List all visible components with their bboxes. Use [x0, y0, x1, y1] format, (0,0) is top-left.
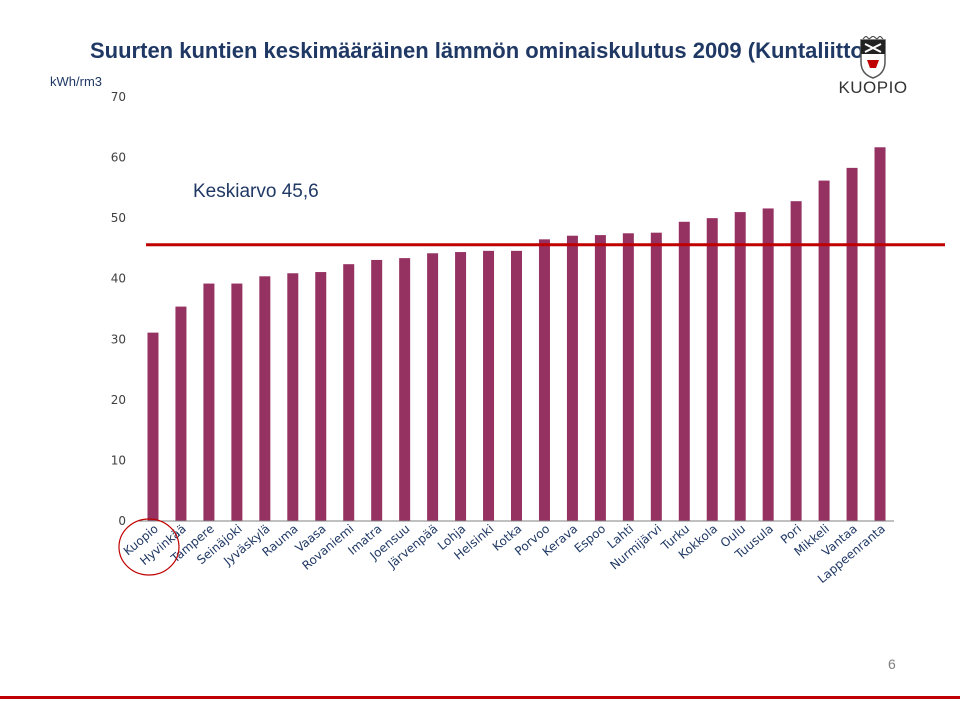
y-tick-label: 20 — [111, 393, 126, 407]
coat-of-arms-icon — [860, 35, 886, 79]
chart-title: Suurten kuntien keskimääräinen lämmön om… — [90, 38, 872, 63]
bar-Imatra — [371, 259, 383, 521]
bar-Kokkola — [706, 218, 718, 521]
bar-Tampere — [203, 283, 215, 521]
kuopio-logo: KUOPIO — [838, 35, 908, 102]
bar-Oulu — [734, 212, 746, 522]
y-tick-label: 60 — [111, 151, 126, 165]
x-tick-label: Espoo — [572, 522, 609, 556]
bar-Pori — [790, 201, 802, 521]
y-tick-label: 50 — [111, 211, 126, 225]
y-tick-label: 30 — [111, 332, 126, 346]
bar-Mikkeli — [818, 180, 830, 522]
average-label: Keskiarvo 45,6 — [193, 181, 319, 202]
bar-Lahti — [622, 233, 634, 522]
y-axis-unit-label: kWh/rm3 — [50, 74, 102, 89]
bar-Kuopio — [147, 332, 159, 521]
bar-Espoo — [594, 235, 606, 522]
bar-Helsinki — [483, 250, 495, 521]
bar-Kotka — [511, 250, 522, 521]
y-tick-label: 70 — [111, 90, 126, 104]
bar-Järvenpää — [427, 253, 439, 521]
bar-Kerava — [566, 235, 578, 522]
y-tick-label: 10 — [111, 453, 126, 467]
bar-Rauma — [287, 273, 299, 521]
bar-Joensuu — [399, 258, 411, 521]
page-number: 6 — [888, 656, 896, 672]
bar-Turku — [678, 221, 690, 521]
bar-Tuusula — [762, 208, 774, 522]
bar-Jyväskylä — [259, 276, 271, 521]
bar-Nurmijärvi — [650, 232, 662, 521]
bottom-rule — [0, 696, 960, 699]
y-tick-label: 0 — [118, 514, 126, 528]
bar-Rovaniemi — [343, 264, 355, 521]
bar-Seinäjoki — [231, 283, 243, 521]
bar-Hyvinkää — [175, 306, 187, 521]
bar-Porvoo — [538, 239, 550, 522]
bar-Lohja — [455, 252, 467, 521]
logo-text: KUOPIO — [838, 78, 908, 97]
bar-Vaasa — [315, 272, 327, 521]
highlight-circle — [118, 518, 180, 576]
y-tick-label: 40 — [111, 272, 126, 286]
bar-Lappeenranta — [874, 147, 886, 521]
bar-Vantaa — [846, 167, 858, 521]
